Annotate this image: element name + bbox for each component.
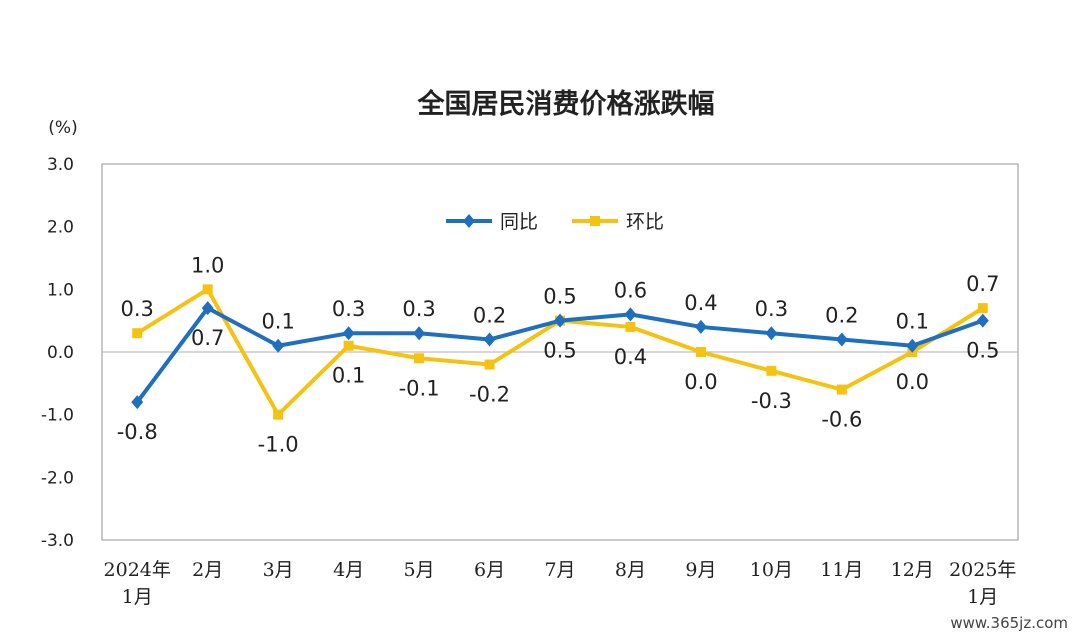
data-point bbox=[976, 313, 989, 328]
data-label: 0.3 bbox=[121, 297, 154, 321]
data-label: -1.0 bbox=[258, 433, 299, 457]
legend-label: 环比 bbox=[626, 211, 664, 233]
series-group bbox=[131, 284, 989, 420]
data-label: -0.8 bbox=[117, 420, 158, 444]
data-label: 0.1 bbox=[896, 310, 929, 334]
legend: 同比 环比 bbox=[446, 211, 664, 233]
x-tick-label: 2月 bbox=[192, 559, 223, 581]
watermark: www.365jz.com bbox=[950, 614, 1068, 632]
data-point bbox=[694, 319, 707, 334]
data-label: 0.1 bbox=[332, 364, 365, 388]
data-label: 0.4 bbox=[684, 291, 717, 315]
legend-marker bbox=[463, 214, 475, 228]
y-tick-label: -1.0 bbox=[41, 406, 74, 426]
data-point bbox=[414, 353, 425, 364]
data-label: 0.7 bbox=[966, 272, 999, 296]
data-label: 0.0 bbox=[896, 370, 929, 394]
chart-title: 全国居民消费价格涨跌幅 bbox=[417, 88, 715, 120]
x-tick-label: 12月 bbox=[891, 559, 934, 581]
y-axis-unit: (%) bbox=[48, 118, 77, 138]
data-point bbox=[695, 347, 706, 357]
data-point bbox=[765, 326, 778, 341]
x-tick-label: 11月 bbox=[820, 559, 863, 581]
data-point bbox=[624, 307, 637, 322]
data-point bbox=[131, 395, 144, 410]
y-axis-ticks: 3.0 2.0 1.0 0.0 -1.0 -2.0 -3.0 bbox=[41, 155, 74, 551]
x-tick-label: 5月 bbox=[404, 559, 435, 581]
data-point bbox=[273, 409, 284, 420]
data-point bbox=[766, 365, 777, 376]
data-label: 0.0 bbox=[684, 370, 717, 394]
y-tick-label: 1.0 bbox=[47, 280, 74, 300]
y-tick-label: -2.0 bbox=[41, 468, 74, 488]
data-label: 0.2 bbox=[473, 303, 506, 327]
x-tick-label: 2024年 bbox=[104, 559, 171, 581]
x-tick-label: 9月 bbox=[685, 559, 716, 581]
legend-marker bbox=[590, 216, 600, 226]
data-label: 0.2 bbox=[825, 303, 858, 327]
data-label: 0.3 bbox=[332, 297, 365, 321]
data-point bbox=[342, 326, 355, 341]
x-tick-label: 4月 bbox=[333, 559, 364, 581]
data-label: 0.3 bbox=[402, 297, 435, 321]
data-label: 0.6 bbox=[614, 278, 647, 302]
x-tick-label: 2025年 bbox=[949, 559, 1016, 581]
y-tick-label: 3.0 bbox=[47, 155, 74, 175]
data-label: -0.2 bbox=[469, 383, 510, 407]
data-labels: -0.8 0.3 0.7 1.0 0.1 -1.0 0.3 0.1 0.3 -0.1 0.2 -0.2… bbox=[117, 253, 1000, 456]
x-tick-label: 10月 bbox=[750, 559, 793, 581]
x-tick-label: 6月 bbox=[474, 559, 505, 581]
x-tick-label: 7月 bbox=[544, 559, 575, 581]
data-label: 0.7 bbox=[191, 326, 224, 350]
data-label: 0.5 bbox=[966, 339, 999, 363]
y-tick-label: 2.0 bbox=[47, 218, 74, 238]
data-label: -0.6 bbox=[821, 408, 862, 432]
data-point bbox=[202, 284, 213, 295]
y-tick-label: 0.0 bbox=[47, 343, 74, 363]
data-label: 0.1 bbox=[261, 310, 294, 334]
y-tick-label: -3.0 bbox=[41, 531, 74, 551]
x-tick-label: 3月 bbox=[263, 559, 294, 581]
data-label: 0.3 bbox=[755, 297, 788, 321]
data-point bbox=[977, 303, 988, 314]
data-point bbox=[625, 321, 636, 332]
data-label: 1.0 bbox=[191, 253, 224, 277]
data-point bbox=[343, 340, 354, 351]
data-point bbox=[132, 328, 143, 339]
data-label: 0.5 bbox=[543, 285, 576, 309]
data-point bbox=[906, 338, 919, 353]
data-point bbox=[836, 384, 847, 395]
x-tick-label: 1月 bbox=[967, 586, 998, 608]
data-point bbox=[272, 338, 285, 353]
data-label: -0.1 bbox=[399, 376, 440, 400]
data-label: 0.4 bbox=[614, 345, 647, 369]
data-point bbox=[554, 313, 566, 328]
x-axis-ticks: 2024年 1月 2月 3月 4月 5月 6月 7月 8月 9月 10月 11月 12月 2025年 1月 bbox=[104, 559, 1017, 608]
data-label: 0.5 bbox=[543, 339, 576, 363]
data-point bbox=[201, 301, 214, 316]
data-label: -0.3 bbox=[751, 389, 792, 413]
data-point bbox=[484, 359, 495, 370]
legend-label: 同比 bbox=[500, 211, 538, 233]
x-tick-label: 1月 bbox=[122, 586, 153, 608]
data-point bbox=[835, 332, 848, 347]
data-point bbox=[413, 326, 426, 341]
x-tick-label: 8月 bbox=[615, 559, 646, 581]
data-point bbox=[483, 332, 496, 347]
